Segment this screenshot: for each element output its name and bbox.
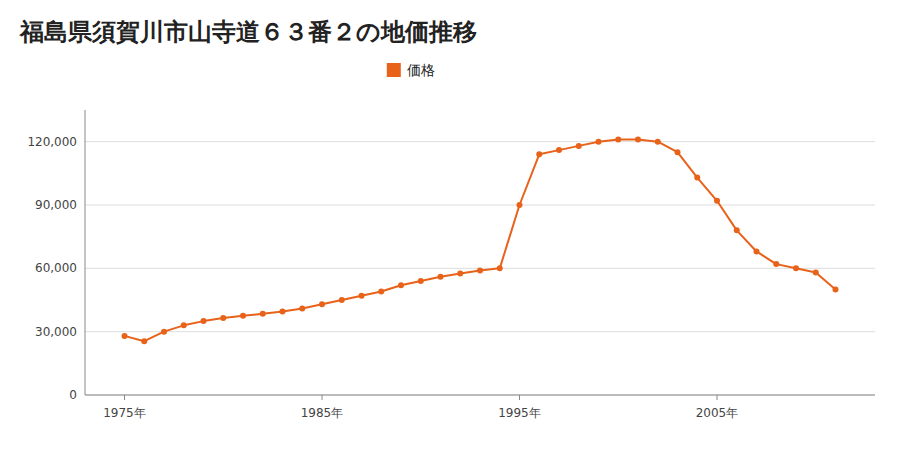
line — [125, 140, 836, 342]
point — [536, 151, 542, 157]
point — [280, 309, 286, 315]
plot-area — [122, 137, 839, 345]
point — [161, 329, 167, 335]
x-axis-line — [85, 395, 875, 396]
x-tick-label: 1975年 — [103, 406, 146, 420]
x-tick-label: 2005年 — [696, 406, 739, 420]
point — [477, 267, 483, 273]
point — [655, 139, 661, 145]
legend-swatch — [387, 63, 401, 77]
point — [675, 149, 681, 155]
point — [635, 137, 641, 143]
point — [793, 265, 799, 271]
point — [299, 305, 305, 311]
point — [359, 293, 365, 299]
point — [596, 139, 602, 145]
y-tick-label: 30,000 — [35, 325, 77, 339]
grid — [85, 142, 875, 395]
grid-line — [85, 205, 875, 206]
point — [615, 137, 621, 143]
point — [418, 278, 424, 284]
x-tick — [519, 395, 520, 400]
point — [438, 274, 444, 280]
point — [220, 315, 226, 321]
point — [694, 175, 700, 181]
point — [734, 227, 740, 233]
grid-line — [85, 331, 875, 332]
point — [576, 143, 582, 149]
point — [773, 261, 779, 267]
point — [457, 271, 463, 277]
point — [556, 147, 562, 153]
x-tick — [717, 395, 718, 400]
x-tick — [124, 395, 125, 400]
point — [319, 301, 325, 307]
x-tick-label: 1995年 — [498, 406, 541, 420]
point — [754, 248, 760, 254]
point — [122, 333, 128, 339]
grid-line — [85, 395, 875, 396]
point — [714, 198, 720, 204]
y-tick-label: 120,000 — [27, 135, 77, 149]
point — [398, 282, 404, 288]
point — [201, 318, 207, 324]
y-axis-line — [85, 110, 86, 395]
point — [378, 289, 384, 295]
point — [240, 313, 246, 319]
y-tick-label: 90,000 — [35, 198, 77, 212]
title: 福島県須賀川市山寺道６３番２の地価推移 — [19, 18, 477, 46]
y-tick-label: 60,000 — [35, 261, 77, 275]
point — [339, 297, 345, 303]
point — [813, 270, 819, 276]
point — [260, 311, 266, 317]
point — [517, 202, 523, 208]
chart: 福島県須賀川市山寺道６３番２の地価推移 0 30,000 60,000 90,000 12… — [0, 0, 900, 450]
grid-line — [85, 141, 875, 142]
point — [181, 322, 187, 328]
x-tick-label: 1985年 — [301, 406, 344, 420]
legend: 価格 — [387, 62, 435, 78]
point — [497, 265, 503, 271]
x-tick — [322, 395, 323, 400]
legend-label: 価格 — [407, 62, 435, 78]
point — [141, 338, 147, 344]
point — [833, 286, 839, 292]
y-tick-label: 0 — [69, 388, 77, 402]
